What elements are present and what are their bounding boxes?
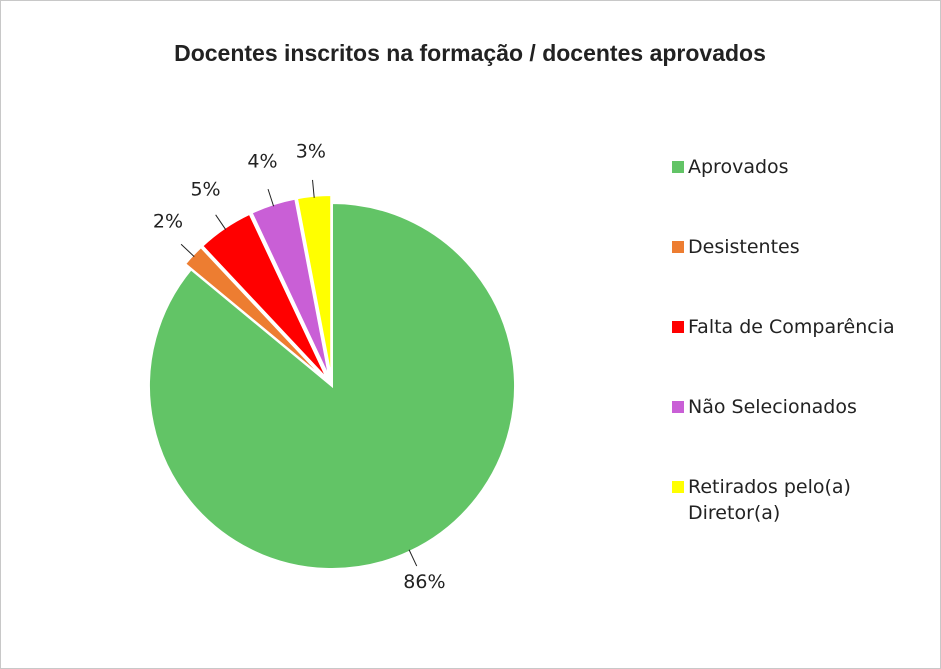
data-label: 5% [190, 178, 220, 200]
leader-line [267, 188, 275, 207]
data-label: 3% [296, 140, 326, 162]
leader-line [215, 214, 227, 230]
legend-label: Não Selecionados [688, 396, 857, 418]
legend-item: Falta de Comparência [672, 310, 937, 390]
leader-line [312, 179, 315, 198]
legend-swatch [672, 241, 684, 253]
legend-label: Aprovados [688, 156, 789, 178]
chart-title: Docentes inscritos na formação / docente… [174, 40, 766, 66]
legend: Aprovados Desistentes Falta de Comparência… [672, 150, 937, 550]
legend-label: Desistentes [688, 236, 800, 258]
legend-swatch [672, 401, 684, 413]
data-label: 4% [247, 151, 277, 173]
legend-item: Retirados pelo(a) Diretor(a) [672, 470, 937, 550]
legend-label: Retirados pelo(a) Diretor(a) [688, 476, 851, 524]
legend-item: Não Selecionados [672, 390, 937, 470]
legend-item: Aprovados [672, 150, 937, 230]
data-label: 2% [153, 210, 183, 232]
leader-line [180, 243, 195, 257]
legend-label: Falta de Comparência [688, 316, 895, 338]
legend-swatch [672, 161, 684, 173]
data-label: 86% [403, 571, 445, 593]
legend-item: Desistentes [672, 230, 937, 310]
legend-swatch [672, 481, 684, 493]
leader-line [408, 549, 418, 567]
legend-swatch [672, 321, 684, 333]
